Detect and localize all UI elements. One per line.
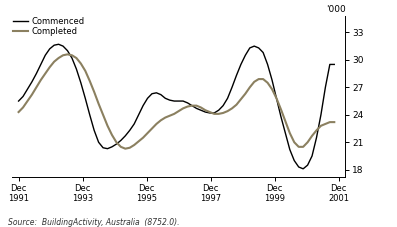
Commenced [221, 104, 225, 107]
Commenced [301, 168, 306, 170]
Line: Commenced: Commenced [19, 44, 334, 169]
Commenced [234, 74, 239, 77]
Completed [332, 121, 337, 123]
Completed [314, 129, 319, 132]
Commenced [127, 129, 132, 132]
Commenced [198, 109, 203, 112]
Line: Completed: Completed [19, 54, 334, 149]
Completed [123, 147, 128, 150]
Completed [225, 110, 230, 113]
Completed [16, 111, 21, 114]
Commenced [65, 49, 70, 52]
Text: Source:  BuildingActivity, Australia  (8752.0).: Source: BuildingActivity, Australia (875… [8, 218, 179, 227]
Commenced [16, 100, 21, 102]
Completed [239, 98, 243, 101]
Completed [65, 53, 70, 56]
Commenced [56, 43, 61, 46]
Completed [203, 109, 208, 112]
Completed [132, 144, 137, 146]
Commenced [332, 63, 337, 66]
Text: '000: '000 [326, 5, 345, 14]
Completed [61, 54, 66, 57]
Legend: Commenced, Completed: Commenced, Completed [13, 17, 84, 36]
Commenced [314, 136, 319, 139]
